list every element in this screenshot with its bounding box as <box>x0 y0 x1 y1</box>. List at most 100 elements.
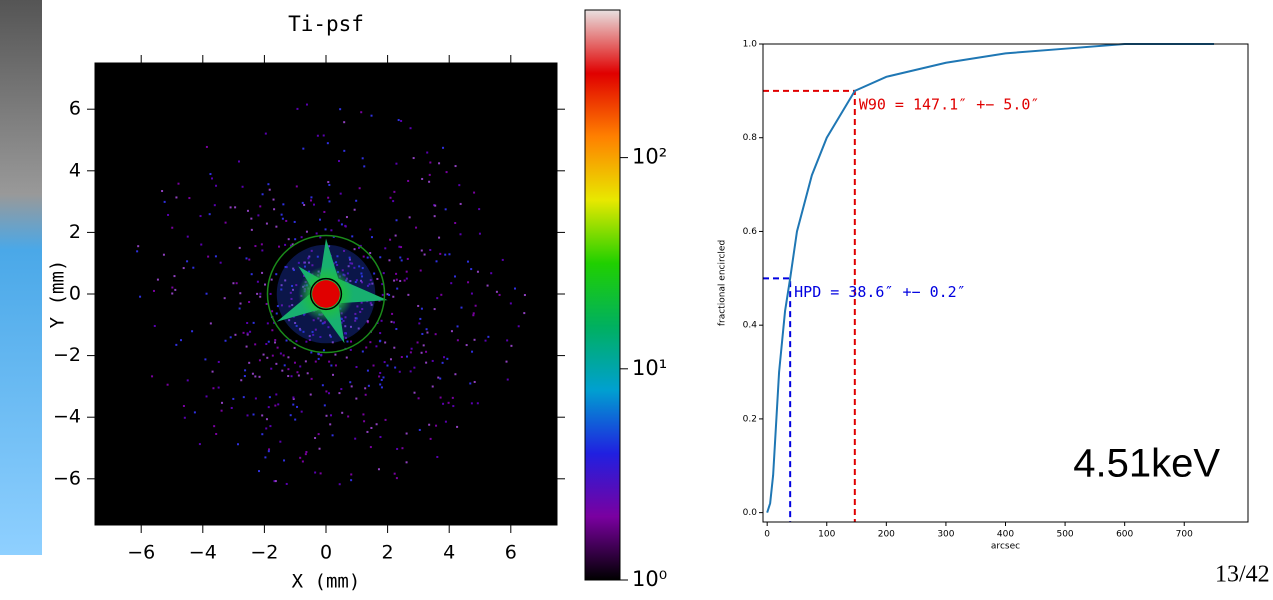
psf-speckle <box>163 200 166 203</box>
psf-speckle <box>269 292 272 295</box>
psf-speckle <box>312 319 315 322</box>
psf-speckle <box>396 287 399 290</box>
psf-speckle <box>400 259 403 262</box>
psf-speckle <box>459 233 462 236</box>
psf-speckle <box>469 382 472 385</box>
psf-speckle <box>360 111 363 114</box>
psf-speckle <box>314 437 317 440</box>
psf-speckle <box>349 325 352 328</box>
x-axis-label: arcsec <box>991 542 1020 552</box>
psf-speckle <box>458 184 461 187</box>
psf-speckle <box>357 327 360 330</box>
psf-speckle <box>355 199 358 202</box>
psf-speckle <box>325 390 328 393</box>
psf-speckle <box>330 229 333 232</box>
psf-speckle <box>274 404 277 407</box>
psf-speckle <box>369 341 372 344</box>
colorbar-tick-label: 10⁰ <box>632 567 667 591</box>
psf-speckle <box>282 203 285 206</box>
psf-speckle <box>370 426 373 429</box>
psf-speckle <box>248 301 251 304</box>
psf-speckle <box>285 266 288 269</box>
psf-speckle <box>254 245 257 248</box>
psf-speckle <box>180 339 183 342</box>
psf-speckle <box>264 283 267 286</box>
psf-speckle <box>305 451 308 454</box>
psf-speckle <box>347 415 350 418</box>
psf-speckle <box>241 185 244 188</box>
psf-speckle <box>268 448 271 451</box>
psf-speckle <box>354 281 357 284</box>
psf-speckle <box>375 345 378 348</box>
x-tick-label: 400 <box>997 530 1014 540</box>
psf-speckle <box>338 483 341 486</box>
psf-speckle <box>296 371 299 374</box>
psf-speckle <box>283 459 286 462</box>
psf-speckle <box>386 293 389 296</box>
psf-speckle <box>354 319 357 322</box>
psf-speckle <box>384 247 387 250</box>
psf-speckle <box>405 277 408 280</box>
psf-speckle <box>284 265 287 268</box>
y-tick-label: 4 <box>69 159 81 181</box>
psf-speckle <box>319 472 322 475</box>
psf-speckle <box>308 338 311 341</box>
psf-speckle <box>137 245 140 248</box>
psf-speckle <box>291 243 294 246</box>
y-tick-label: −2 <box>53 344 81 366</box>
psf-speckle <box>310 196 313 199</box>
psf-speckle <box>350 473 353 476</box>
psf-speckle <box>171 286 174 289</box>
plot-frame <box>762 43 1249 523</box>
psf-speckle <box>395 162 398 165</box>
psf-speckle <box>234 206 237 209</box>
psf-speckle <box>205 395 208 398</box>
psf-speckle <box>380 319 383 322</box>
psf-speckle <box>261 271 264 274</box>
psf-speckle <box>473 191 476 194</box>
psf-speckle <box>443 356 446 359</box>
x-tick-label: 100 <box>818 530 835 540</box>
psf-speckle <box>368 283 371 286</box>
psf-speckle <box>297 261 300 264</box>
psf-speckle <box>364 387 367 390</box>
psf-speckle <box>298 327 301 330</box>
x-tick-label: 200 <box>878 530 895 540</box>
psf-speckle <box>340 317 343 320</box>
psf-speckle <box>308 270 311 273</box>
psf-speckle <box>359 244 362 247</box>
psf-speckle <box>310 249 313 252</box>
psf-speckle <box>343 149 346 152</box>
psf-speckle <box>302 147 305 150</box>
psf-speckle <box>353 266 356 269</box>
psf-speckle <box>345 216 348 219</box>
psf-speckle <box>191 330 194 333</box>
psf-speckle <box>358 265 361 268</box>
psf-speckle <box>341 411 344 414</box>
psf-speckle <box>271 354 274 357</box>
psf-speckle <box>433 215 436 218</box>
psf-speckle <box>355 397 358 400</box>
psf-speckle <box>326 142 329 145</box>
psf-speckle <box>290 244 293 247</box>
psf-speckle <box>173 275 176 278</box>
psf-speckle <box>426 331 429 334</box>
psf-speckle <box>303 261 306 264</box>
psf-speckle <box>395 219 398 222</box>
psf-speckle <box>246 414 249 417</box>
psf-speckle <box>373 272 376 275</box>
psf-speckle <box>319 335 322 338</box>
psf-speckle <box>289 291 292 294</box>
psf-speckle <box>357 246 360 249</box>
psf-speckle <box>325 414 328 417</box>
psf-core <box>312 280 340 308</box>
psf-speckle <box>405 432 408 435</box>
psf-speckle <box>136 250 139 253</box>
psf-speckle <box>301 201 304 204</box>
psf-speckle <box>234 333 237 336</box>
psf-speckle <box>438 236 441 239</box>
psf-speckle <box>405 270 408 273</box>
psf-speckle <box>450 330 453 333</box>
psf-speckle <box>275 393 278 396</box>
psf-speckle <box>242 331 245 334</box>
